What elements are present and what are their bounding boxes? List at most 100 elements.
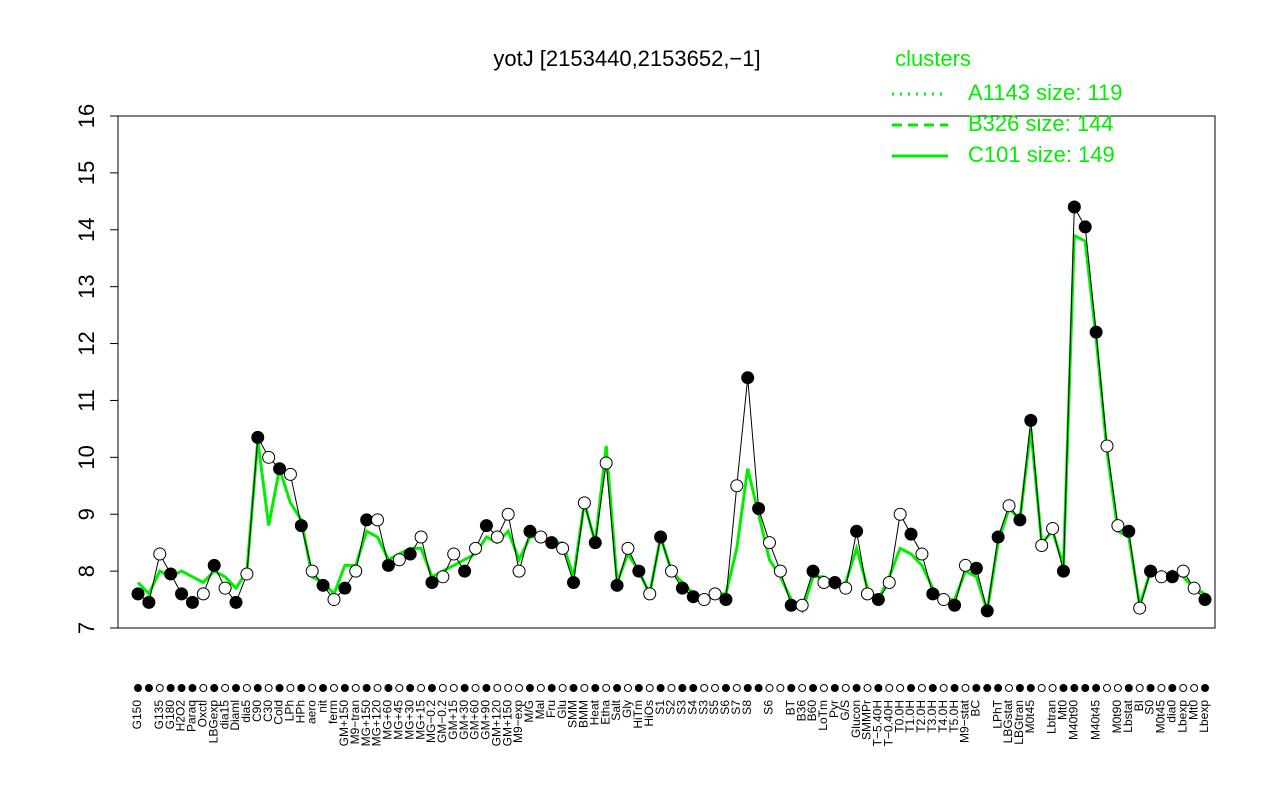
x-tick-label: LBGstat	[1001, 699, 1015, 743]
data-point	[523, 524, 537, 538]
x-tick-label: Heat	[587, 699, 601, 725]
x-tick-label: HiTm	[631, 700, 645, 729]
x-tick-label: BC	[969, 700, 983, 717]
data-point	[207, 558, 221, 572]
category-dot	[907, 684, 916, 692]
category-dot	[177, 684, 186, 692]
x-tick-label: Diaml	[228, 700, 242, 731]
x-tick-label: H2O2	[174, 700, 188, 732]
x-tick-label: G135	[152, 700, 166, 730]
data-point	[893, 507, 907, 521]
data-point	[937, 593, 951, 607]
x-tick-label: BT	[783, 699, 797, 715]
category-dot	[928, 684, 937, 692]
data-point	[251, 430, 265, 444]
data-point	[773, 564, 787, 578]
category-dot	[242, 684, 251, 692]
category-dot	[885, 684, 894, 692]
category-dot	[765, 684, 774, 692]
category-dot	[1146, 684, 1155, 692]
data-point	[730, 479, 744, 493]
data-point	[588, 536, 602, 550]
category-dot	[460, 684, 469, 692]
category-dot	[264, 684, 273, 692]
x-tick-label: GM+60	[468, 700, 482, 740]
data-point	[175, 587, 189, 601]
data-point	[784, 598, 798, 612]
category-dot	[1190, 684, 1199, 692]
x-tick-label: dia15	[217, 700, 231, 730]
x-tick-label: Glu	[555, 700, 569, 719]
data-point	[545, 536, 559, 550]
x-tick-label: GM+15	[446, 700, 460, 740]
x-tick-label: B36	[794, 700, 808, 722]
x-tick-label: LPhT	[990, 699, 1004, 728]
x-tick-label: S8	[740, 700, 754, 715]
category-dot	[329, 684, 338, 692]
category-dot	[231, 684, 240, 692]
category-dot	[623, 684, 632, 692]
category-dot	[896, 684, 905, 692]
category-dot	[1103, 684, 1112, 692]
x-tick-label: GM−0.2	[435, 700, 449, 743]
category-dot	[1037, 684, 1046, 692]
category-dot	[689, 684, 698, 692]
data-point	[1111, 519, 1125, 533]
x-tick-label: T2.0H	[914, 700, 928, 733]
category-dot	[798, 684, 807, 692]
x-tick-label: Fru	[544, 700, 558, 718]
data-point	[980, 604, 994, 618]
y-tick-label: 13	[74, 274, 99, 298]
data-point	[871, 593, 885, 607]
data-point	[708, 587, 722, 601]
data-point	[218, 581, 232, 595]
category-dot	[395, 684, 404, 692]
x-tick-label: Mt0	[1186, 700, 1200, 720]
x-tick-label: B60	[805, 700, 819, 722]
category-dot	[841, 684, 850, 692]
data-point	[991, 530, 1005, 544]
x-tick-label: HPh	[293, 700, 307, 723]
data-point	[1067, 200, 1081, 214]
x-tick-label: Etha	[598, 700, 612, 725]
category-dot	[656, 684, 665, 692]
data-point	[327, 593, 341, 607]
x-tick-label: ferm	[326, 700, 340, 724]
x-tick-label: T0.0H	[892, 700, 906, 733]
category-dot	[754, 684, 763, 692]
category-dot	[471, 684, 480, 692]
data-point	[926, 587, 940, 601]
category-dot	[536, 684, 545, 692]
x-tick-label: S1	[653, 700, 667, 715]
category-dot	[253, 684, 262, 692]
plot-frame	[117, 115, 1216, 629]
data-point	[1002, 499, 1016, 513]
category-dot	[1092, 684, 1101, 692]
data-point	[1024, 413, 1038, 427]
category-dot	[972, 684, 981, 692]
data-point	[1078, 220, 1092, 234]
y-tick-label: 7	[74, 622, 99, 634]
category-dot	[406, 684, 415, 692]
data-point	[262, 450, 276, 464]
x-tick-label: S5	[707, 700, 721, 715]
data-point	[1176, 564, 1190, 578]
category-dot	[515, 684, 524, 692]
x-tick-label: M0t90	[1110, 700, 1124, 734]
x-tick-label: S0	[1143, 700, 1157, 715]
data-point	[958, 558, 972, 572]
data-point	[490, 530, 504, 544]
data-point	[1154, 570, 1168, 584]
data-point	[316, 578, 330, 592]
data-point	[1035, 539, 1049, 553]
x-tick-label: LBGtran	[1012, 700, 1026, 745]
legend-label: B326 size: 144	[968, 111, 1114, 136]
x-tick-label: LPh	[283, 700, 297, 721]
y-tick-label: 11	[74, 389, 99, 412]
category-dot	[525, 684, 534, 692]
category-dot	[700, 684, 709, 692]
x-tick-label: S3	[696, 700, 710, 715]
x-tick-label: Glucon	[849, 700, 863, 738]
x-tick-label: SMM	[566, 700, 580, 728]
category-dot	[199, 684, 208, 692]
